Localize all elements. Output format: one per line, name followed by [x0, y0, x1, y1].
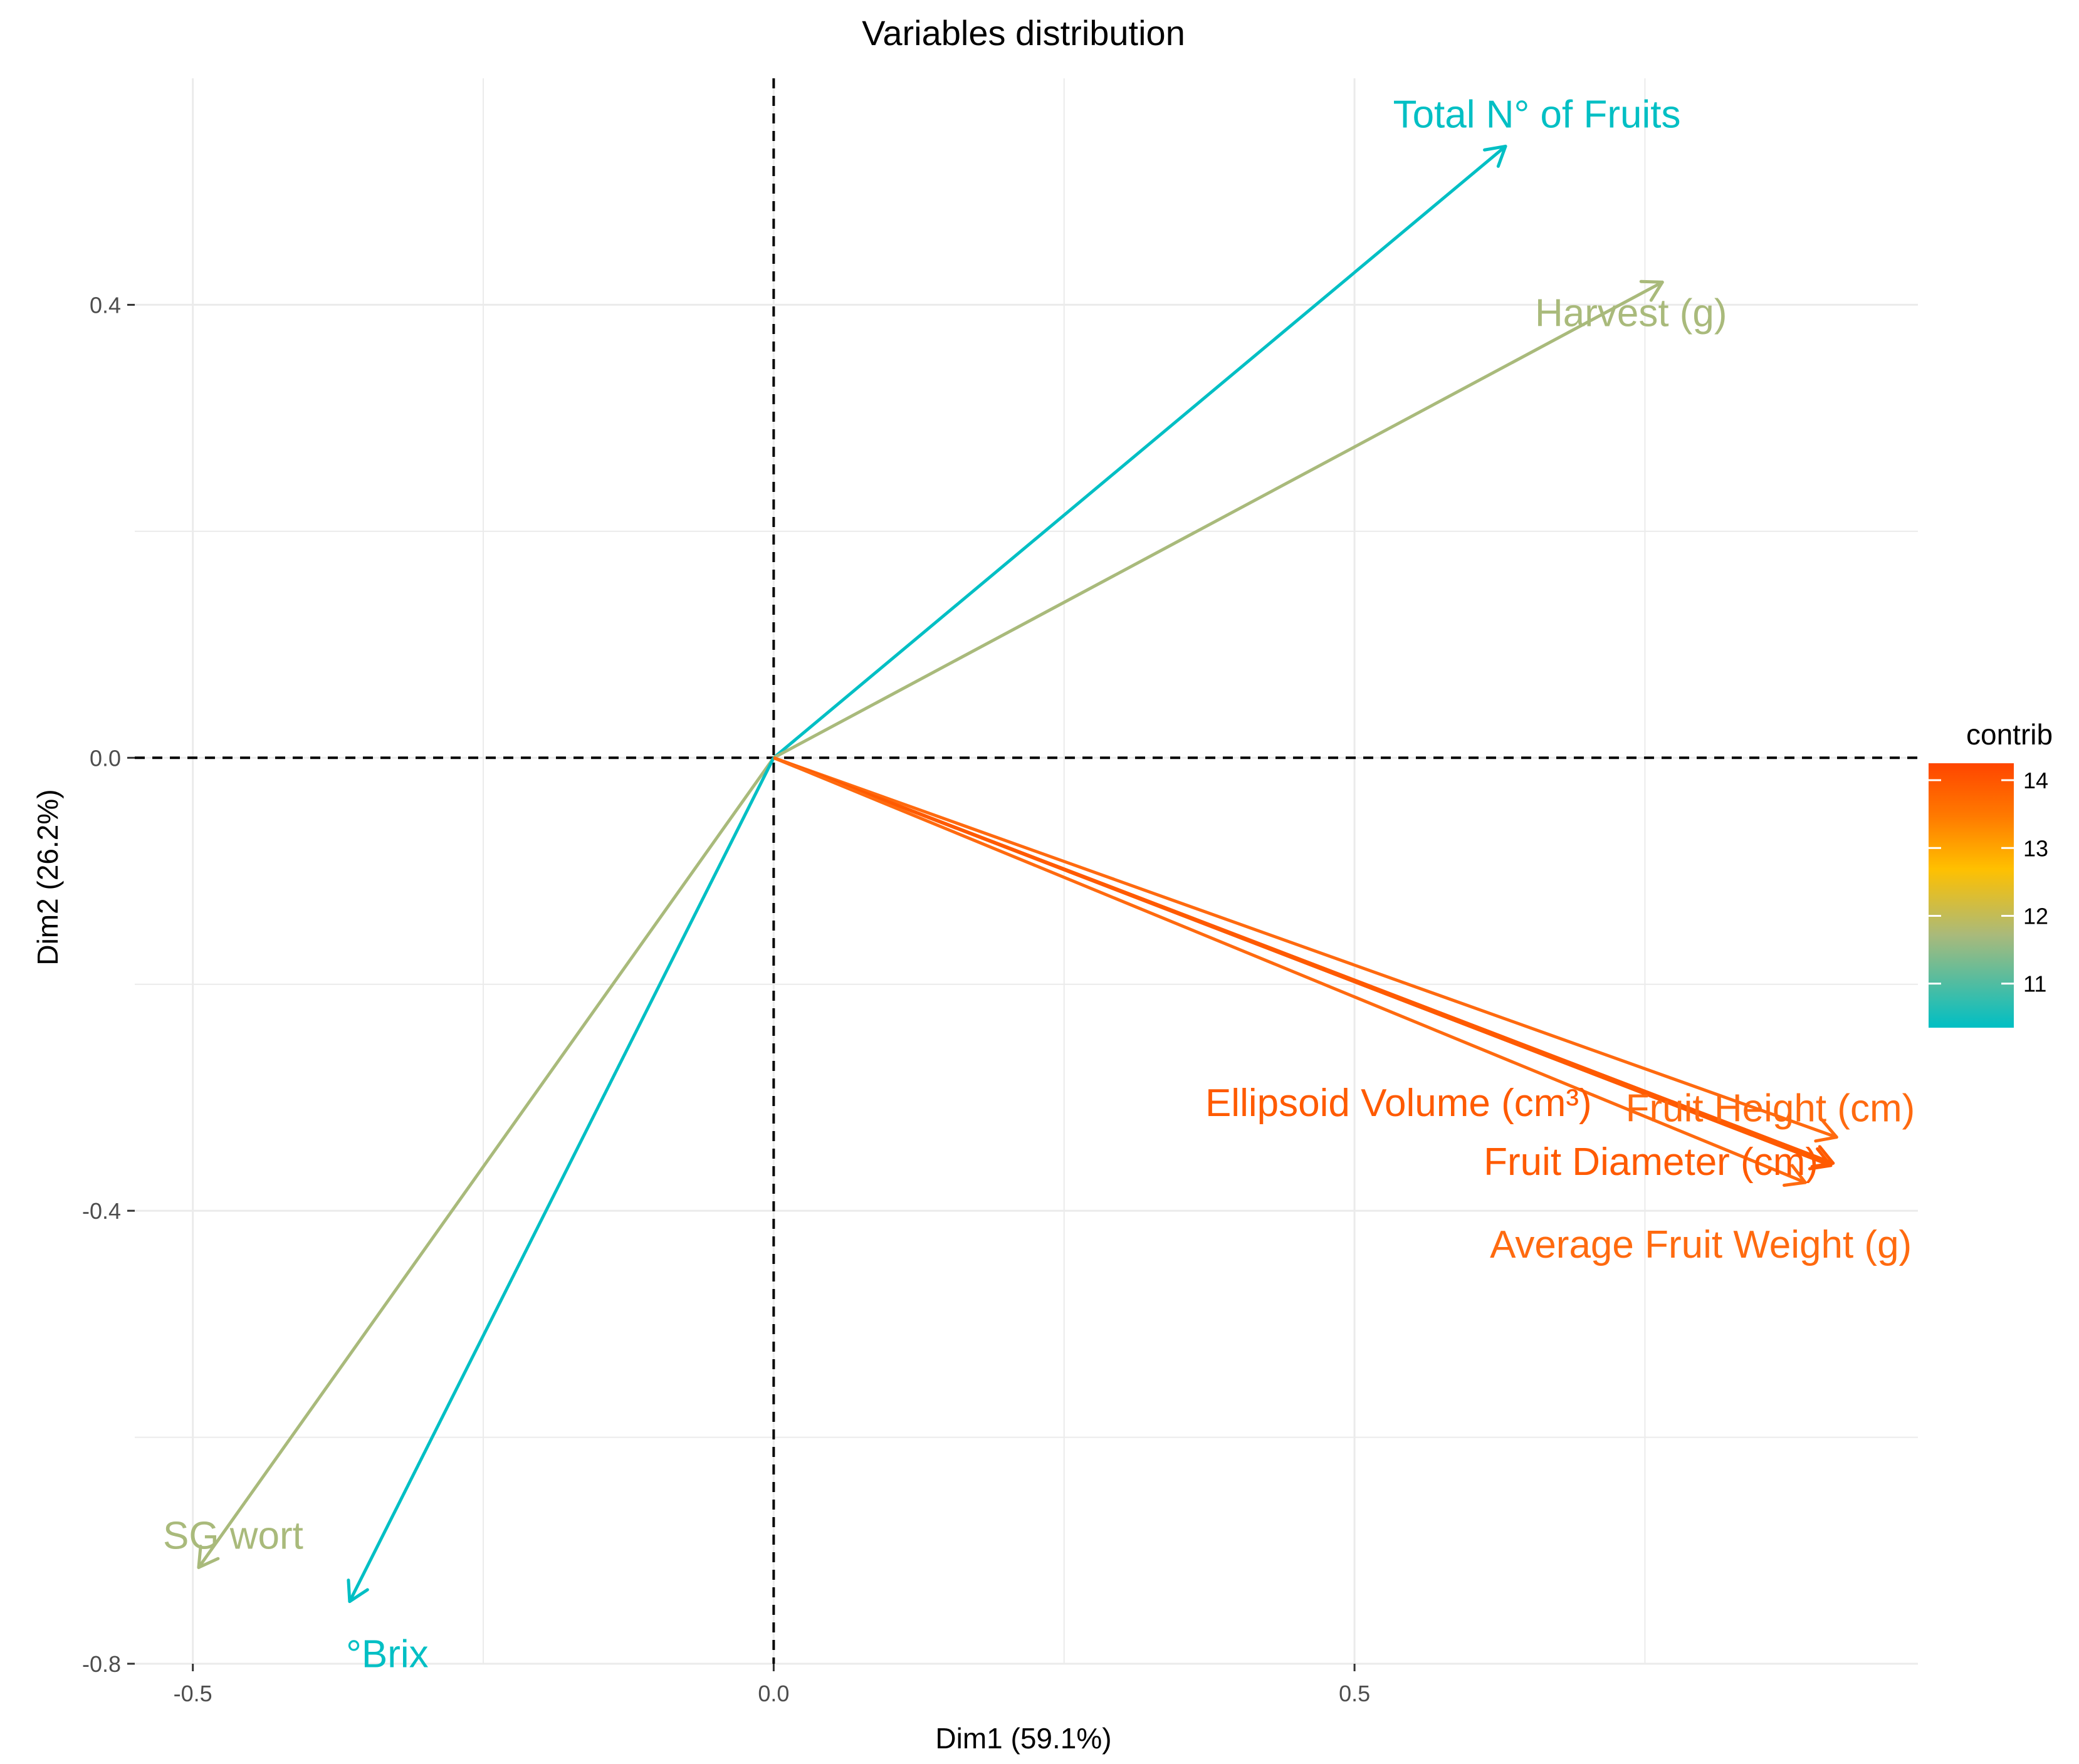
legend-tick-label: 12	[2023, 903, 2048, 929]
label-fruit-diameter-cm: Fruit Diameter (cm)	[1484, 1140, 1818, 1184]
variable-arrows	[197, 144, 1838, 1604]
label-total-n-of-fruits: Total N° of Fruits	[1393, 93, 1681, 136]
y-axis-label: Dim2 (26.2%)	[31, 789, 64, 965]
arrow-fruit-diameter-cm	[773, 756, 1833, 1171]
arrow-head	[1483, 144, 1507, 152]
label-fruit-height-cm: Fruit Height (cm)	[1626, 1087, 1915, 1130]
arrow-head	[197, 1557, 220, 1569]
arrow-head	[1639, 279, 1664, 284]
arrow-sg-wort	[197, 756, 775, 1569]
arrow-shaft	[197, 756, 775, 1568]
label-sg-wort: SG wort	[163, 1514, 303, 1557]
y-tick-label: -0.8	[82, 1651, 121, 1677]
arrow-head	[1783, 1181, 1807, 1187]
label-harvest-g: Harvest (g)	[1535, 291, 1727, 335]
y-tick-label: 0.0	[90, 745, 121, 771]
arrow-head	[1649, 280, 1664, 302]
arrow-fruit-height-cm	[773, 756, 1838, 1143]
arrow-harvest-g	[773, 279, 1664, 759]
legend-tick-label: 13	[2023, 835, 2048, 861]
chart-title: Variables distribution	[862, 13, 1185, 53]
arrow-head	[1790, 1164, 1807, 1184]
arrow-shaft	[773, 756, 1838, 1139]
x-tick-label: 0.5	[1339, 1681, 1370, 1706]
arrow-head	[1496, 144, 1507, 168]
arrow-shaft	[773, 756, 1831, 1167]
arrow-shaft	[348, 757, 775, 1602]
arrow-average-fruit-weight-g	[773, 756, 1807, 1187]
arrow-shaft	[772, 145, 1507, 759]
label-brix: °Brix	[346, 1633, 429, 1676]
arrow-head	[348, 1588, 369, 1604]
arrow-head	[1814, 1135, 1838, 1143]
arrow-head	[1818, 1145, 1835, 1165]
variable-labels: Total N° of Fruits Harvest (g) SG wort °Bri…	[163, 93, 1915, 1676]
legend-title: contrib	[1966, 718, 2053, 751]
arrow-head	[197, 1545, 202, 1569]
legend-tick-label: 11	[2023, 971, 2046, 997]
label-ellipsoid-volume-cm: Ellipsoid Volume (cm³)	[1205, 1082, 1592, 1125]
x-tick-label: 0.0	[758, 1681, 789, 1706]
contrib-legend: contrib 11 12 13 14	[1929, 718, 2053, 1028]
arrow-shaft	[773, 756, 1806, 1184]
arrow-head	[347, 1579, 352, 1604]
axis-ticks: -0.5 0.0 0.5 -0.8 -0.4 0.0 0.4	[82, 292, 1370, 1706]
label-average-fruit-weight-g: Average Fruit Weight (g)	[1490, 1223, 1912, 1266]
legend-tick-label: 14	[2023, 768, 2048, 793]
legend-colorbar	[1929, 763, 2014, 1028]
arrow-head	[1816, 1147, 1833, 1167]
x-axis-label: Dim1 (59.1%)	[935, 1722, 1111, 1755]
y-tick-label: 0.4	[90, 292, 121, 318]
x-tick-label: -0.5	[174, 1681, 212, 1706]
legend-ticks: 11 12 13 14	[1929, 768, 2048, 997]
reference-lines	[135, 78, 1918, 1664]
arrow-shaft	[773, 281, 1663, 759]
arrow-brix	[347, 757, 775, 1604]
arrow-head	[1821, 1119, 1838, 1139]
y-tick-label: -0.4	[82, 1198, 121, 1224]
arrow-total-n-of-fruits	[772, 144, 1507, 759]
arrow-head	[1808, 1164, 1833, 1171]
